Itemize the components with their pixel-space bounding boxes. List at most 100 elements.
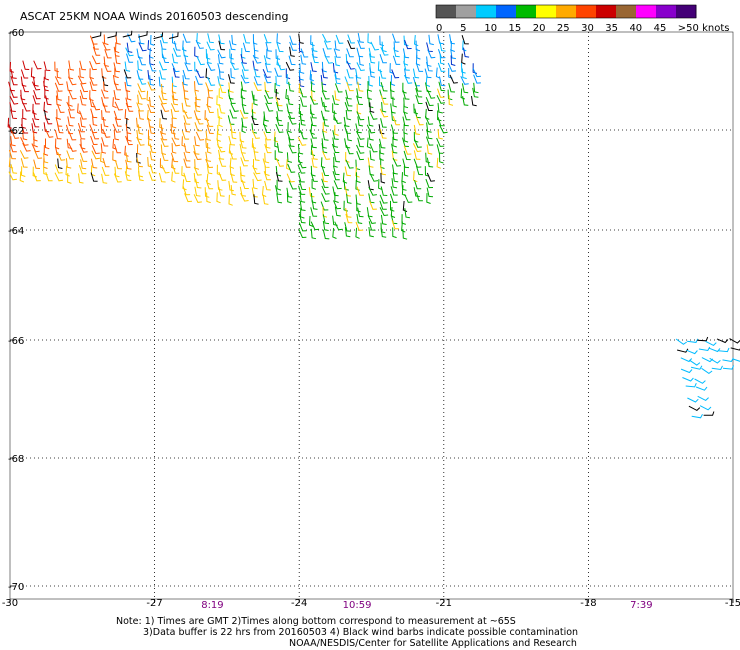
wind-barb: [265, 41, 272, 52]
wind-barb: [276, 42, 284, 53]
wind-barb: [680, 368, 693, 374]
wind-barb: [413, 138, 422, 148]
wind-barb: [437, 129, 443, 140]
wind-barb: [392, 157, 402, 167]
wind-barb: [79, 60, 87, 71]
wind-barb: [439, 152, 444, 164]
wind-barb: [287, 163, 296, 173]
wind-barb: [381, 41, 387, 53]
wind-barb: [218, 34, 225, 45]
wind-barb: [8, 171, 17, 181]
wind-barb: [112, 97, 117, 109]
wind-barb: [298, 33, 304, 44]
wind-barb: [286, 152, 293, 163]
wind-barb: [206, 124, 214, 134]
wind-barb: [54, 129, 62, 140]
wind-barb: [321, 81, 327, 93]
wind-barb: [356, 47, 364, 58]
wind-barb: [240, 138, 247, 149]
wind-barb: [241, 95, 247, 107]
y-tick-label: -66: [8, 336, 24, 347]
wind-barb: [32, 110, 40, 121]
wind-barb: [114, 117, 122, 127]
wind-barb: [380, 214, 387, 225]
legend-swatch: [676, 5, 697, 18]
wind-barb: [264, 180, 271, 191]
wind-barb: [126, 131, 132, 142]
wind-barb: [709, 357, 721, 364]
wind-barb: [379, 138, 386, 149]
wind-barb: [194, 101, 201, 113]
legend-label: 35: [605, 23, 618, 34]
wind-barb: [449, 74, 458, 84]
wind-barb: [369, 67, 376, 78]
wind-barb: [332, 62, 339, 74]
wind-barb: [30, 67, 36, 79]
wind-barb: [149, 75, 155, 86]
wind-barb: [241, 122, 246, 134]
wind-barb: [392, 227, 397, 239]
time-labels: 8:19 10:59 7:39: [201, 600, 652, 611]
wind-barb: [285, 61, 295, 71]
wind-barb: [228, 180, 235, 192]
wind-barb: [228, 94, 236, 104]
wind-barb: [170, 123, 176, 135]
wind-barb: [334, 40, 340, 51]
wind-barb: [368, 47, 375, 58]
wind-barb: [112, 150, 117, 162]
wind-barb: [80, 117, 86, 128]
wind-barb: [252, 165, 261, 175]
wind-barb: [107, 31, 117, 39]
wind-barb: [182, 33, 191, 43]
wind-barb: [299, 213, 306, 224]
wind-barb: [138, 30, 148, 38]
legend-swatch: [576, 5, 597, 18]
wind-barb: [390, 124, 398, 134]
wind-barb: [43, 61, 51, 71]
wind-barb: [701, 367, 713, 375]
wind-barb: [240, 192, 249, 202]
wind-barb: [310, 81, 316, 93]
wind-barb: [392, 116, 400, 126]
wind-barb: [183, 172, 191, 182]
wind-barb: [79, 110, 87, 120]
wind-barb: [194, 81, 200, 92]
wind-barb: [355, 123, 362, 134]
legend-swatch: [516, 5, 537, 18]
wind-barb: [113, 110, 121, 120]
wind-barb: [216, 143, 226, 153]
wind-barb: [78, 129, 86, 140]
wind-barb: [8, 149, 17, 160]
wind-barb: [333, 115, 342, 125]
wind-barb: [45, 95, 52, 106]
wind-barb: [20, 166, 26, 177]
wind-barb: [240, 157, 248, 167]
wind-barb: [462, 96, 469, 106]
wind-barb: [699, 405, 712, 411]
wind-barb: [124, 61, 131, 72]
wind-barb: [137, 60, 143, 71]
wind-barb: [56, 103, 65, 113]
wind-barb: [287, 109, 296, 120]
wind-barb: [356, 186, 364, 196]
wind-barb: [20, 124, 29, 134]
wind-barb: [148, 62, 157, 72]
wind-barb: [322, 130, 329, 141]
wind-barb: [472, 87, 479, 98]
wind-barb: [216, 192, 221, 204]
wind-barb: [322, 150, 331, 160]
wind-barb: [264, 62, 272, 73]
legend-label: 30: [581, 23, 594, 34]
wind-barb: [168, 32, 179, 39]
wind-barb: [310, 172, 318, 182]
x-tick-label: -21: [436, 598, 452, 609]
wind-barb: [264, 89, 274, 99]
wind-barb: [413, 187, 420, 197]
wind-barb: [722, 365, 735, 370]
wind-barb: [439, 76, 446, 87]
wind-barb: [159, 130, 168, 141]
wind-barb: [138, 56, 146, 66]
wind-barb: [413, 35, 419, 47]
wind-barb: [66, 150, 75, 160]
